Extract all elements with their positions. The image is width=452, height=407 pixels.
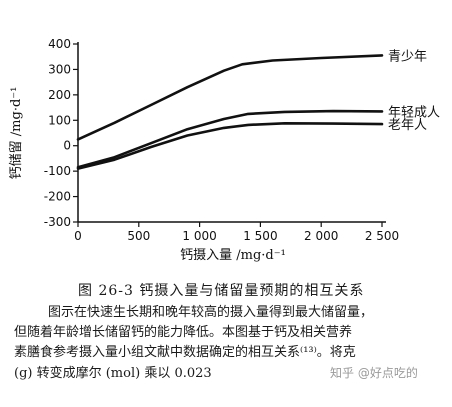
y-tick-label: 400 <box>48 37 71 51</box>
figure-caption-line: (g) 转变成摩尔 (mol) 乘以 0.023 <box>14 366 212 381</box>
figure-caption-line: 素膳食参考摄入量小组文献中数据确定的相互关系⁽¹³⁾。将克 <box>14 345 356 360</box>
y-tick-label: -200 <box>44 190 71 204</box>
series-label-2: 年轻成人 <box>388 105 440 120</box>
figure-caption-title: 图 26-3 钙摄入量与储留量预期的相互关系 <box>78 283 365 299</box>
y-axis-label: 钙储留 /mg·d⁻¹ <box>9 87 24 180</box>
watermark: 知乎 @好点吃的 <box>330 366 418 380</box>
series-line-2 <box>76 109 384 169</box>
series-line-3 <box>76 122 384 170</box>
figure-caption-line: 但随着年龄增长储留钙的能力降低。本图基于钙及相关营养 <box>14 325 353 340</box>
x-tick-label: 500 <box>127 229 150 243</box>
y-tick-label: -100 <box>44 164 71 178</box>
x-tick-label: 1 500 <box>243 229 277 243</box>
y-tick-label: 200 <box>48 88 71 102</box>
x-tick-label: 0 <box>74 229 82 243</box>
series-label-3: 老年人 <box>388 118 427 133</box>
x-tick-label: 2 500 <box>365 229 399 243</box>
figure-caption-line: 图示在快速生长期和晚年较高的摄入量得到最大储留量， <box>48 305 374 320</box>
x-axis-label: 钙摄入量 /mg·d⁻¹ <box>180 248 286 263</box>
x-tick-label: 1 000 <box>182 229 216 243</box>
y-tick-label: 0 <box>63 139 71 153</box>
y-tick-label: 100 <box>48 113 71 127</box>
series-line-1 <box>76 54 384 141</box>
x-tick-label: 2 000 <box>304 229 338 243</box>
y-tick-label: -300 <box>44 215 71 229</box>
y-tick-label: 300 <box>48 62 71 76</box>
series-label-1: 青少年 <box>388 49 427 64</box>
